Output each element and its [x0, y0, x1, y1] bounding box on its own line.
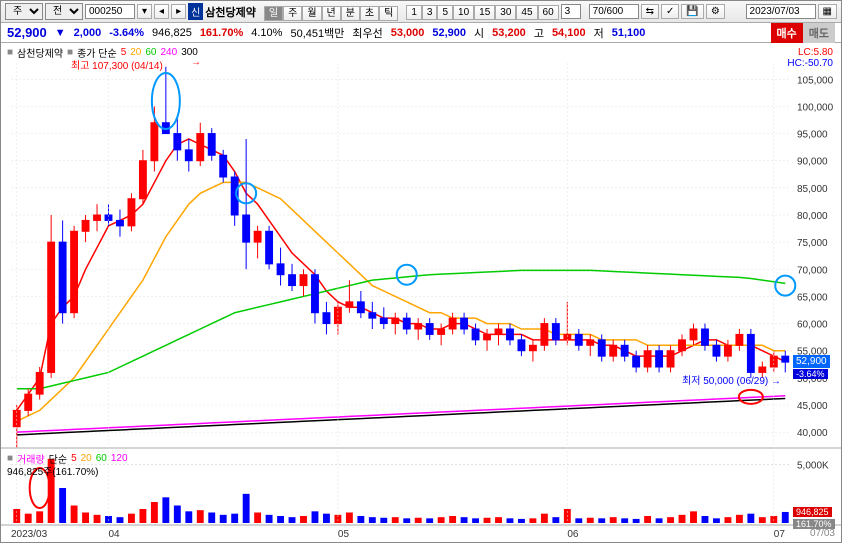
interval-btn-1[interactable]: 1 — [406, 5, 422, 20]
current-price: 52,900 — [7, 25, 47, 40]
best-label: 최우선 — [352, 25, 382, 41]
ask: 53,000 — [391, 27, 425, 39]
period-btn-년[interactable]: 년 — [322, 6, 341, 21]
open: 53,200 — [492, 27, 526, 39]
volume-tag: 946,825 — [793, 507, 832, 517]
period-btn-월[interactable]: 월 — [302, 6, 321, 21]
interval-btn-10[interactable]: 10 — [453, 5, 474, 20]
svg-text:85,000: 85,000 — [797, 184, 828, 195]
stock-name: 삼천당제약 — [205, 4, 256, 20]
interval-input[interactable] — [561, 4, 581, 19]
interval-btn-5[interactable]: 5 — [437, 5, 453, 20]
gear-icon[interactable]: ⚙ — [706, 4, 725, 19]
chart-area: ■ 삼천당제약 ■ 종가 단순 52060240300 최고 107,300 (… — [1, 43, 841, 541]
tool-icon-2[interactable]: ✓ — [661, 4, 679, 19]
svg-text:05: 05 — [338, 529, 350, 540]
svg-text:100,000: 100,000 — [797, 102, 834, 113]
interval-btn-3[interactable]: 3 — [422, 5, 438, 20]
interval-btn-30[interactable]: 30 — [495, 5, 516, 20]
turnover: 4.10% — [251, 27, 282, 39]
svg-text:70,000: 70,000 — [797, 265, 828, 276]
period-btn-분[interactable]: 분 — [341, 6, 360, 21]
interval-btn-45[interactable]: 45 — [516, 5, 537, 20]
bid: 52,900 — [432, 27, 466, 39]
high-annotation: 최고 107,300 (04/14) — [71, 57, 163, 72]
period-btn-초[interactable]: 초 — [360, 6, 379, 21]
svg-text:95,000: 95,000 — [797, 130, 828, 141]
svg-text:105,000: 105,000 — [797, 75, 834, 86]
period-btn-일[interactable]: 일 — [264, 6, 283, 21]
prev-icon[interactable]: ▸ — [171, 4, 186, 19]
tool-icon-1[interactable]: ⇆ — [641, 4, 659, 19]
svg-text:06: 06 — [567, 529, 579, 540]
stock-badge: 신 — [188, 3, 203, 20]
price-change: 2,000 — [74, 27, 102, 39]
calendar-icon[interactable]: ▦ — [818, 4, 837, 19]
sell-button[interactable]: 매도 — [803, 23, 835, 43]
current-date: 07/03 — [810, 528, 835, 539]
svg-text:2023/03: 2023/03 — [11, 529, 48, 540]
app-window: 주 전 ▾ ◂ ▸ 신 삼천당제약 일주월년분초틱 1351015304560 … — [0, 0, 842, 543]
period-btn-주[interactable]: 주 — [283, 6, 302, 21]
volume-value: 946,825주(161.70%) — [7, 463, 99, 478]
info-bar: 52,900 ▼ 2,000 -3.64% 946,825 161.70% 4.… — [1, 23, 841, 43]
interval-btn-60[interactable]: 60 — [538, 5, 559, 20]
svg-text:45,000: 45,000 — [797, 401, 828, 412]
svg-text:75,000: 75,000 — [797, 238, 828, 249]
svg-text:04: 04 — [109, 529, 121, 540]
toolbar: 주 전 ▾ ◂ ▸ 신 삼천당제약 일주월년분초틱 1351015304560 … — [1, 1, 841, 23]
svg-text:80,000: 80,000 — [797, 211, 828, 222]
search-icon[interactable]: ▾ — [137, 4, 152, 19]
low-annotation: 최저 50,000 (06/29) → — [682, 372, 781, 387]
market-cap: 50,451백만 — [290, 25, 344, 41]
save-icon[interactable]: 💾 — [681, 4, 703, 19]
current-price-tag: 52,900 — [793, 355, 830, 368]
chart-icon[interactable]: ◂ — [154, 4, 169, 19]
range-input[interactable] — [589, 4, 639, 19]
svg-text:90,000: 90,000 — [797, 157, 828, 168]
stock-code-input[interactable] — [85, 4, 135, 19]
volume: 946,825 — [152, 27, 192, 39]
open-label: 시 — [474, 25, 484, 41]
low: 51,100 — [612, 27, 646, 39]
interval-btn-15[interactable]: 15 — [474, 5, 495, 20]
high: 54,100 — [552, 27, 586, 39]
period-btn-틱[interactable]: 틱 — [379, 6, 398, 21]
svg-text:07: 07 — [774, 529, 786, 540]
current-pct-tag: -3.64% — [793, 369, 828, 379]
svg-text:5,000K: 5,000K — [797, 461, 829, 472]
price-change-pct: -3.64% — [109, 27, 144, 39]
date-input[interactable] — [746, 4, 816, 19]
chart-svg: 40,00045,00050,00055,00060,00065,00070,0… — [1, 43, 841, 541]
high-label: 고 — [534, 25, 544, 41]
period-select-2[interactable]: 전 — [45, 3, 83, 20]
svg-text:65,000: 65,000 — [797, 292, 828, 303]
low-label: 저 — [594, 25, 604, 41]
period-select-1[interactable]: 주 — [5, 3, 43, 20]
lc-label: LC:5.80 — [798, 47, 833, 58]
volume-pct: 161.70% — [200, 27, 243, 39]
svg-text:40,000: 40,000 — [797, 428, 828, 439]
buy-button[interactable]: 매수 — [771, 23, 803, 43]
svg-text:60,000: 60,000 — [797, 320, 828, 331]
hc-label: HC:-50.70 — [787, 58, 833, 69]
